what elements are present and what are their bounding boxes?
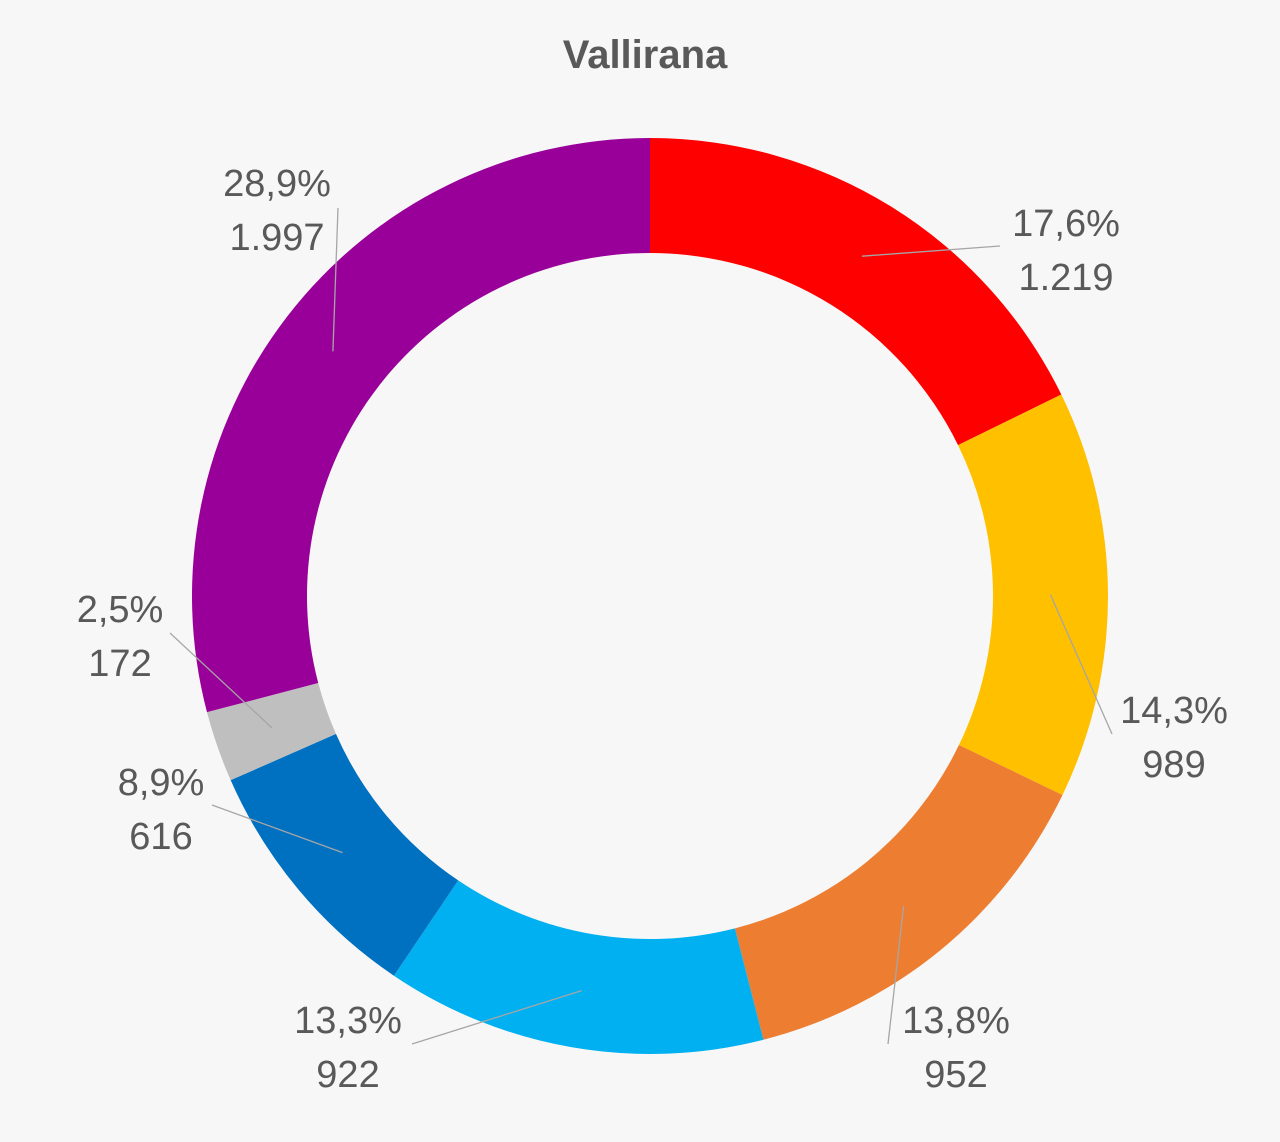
donut-slice bbox=[191, 138, 650, 713]
slice-percent-label: 14,3% bbox=[1120, 690, 1228, 732]
leader-line bbox=[1049, 594, 1113, 735]
slice-percent-label: 13,8% bbox=[902, 1000, 1010, 1042]
donut-slice bbox=[230, 733, 459, 976]
slice-value-label: 989 bbox=[1142, 744, 1205, 786]
leader-lines-layer bbox=[169, 207, 1113, 1045]
slice-percent-label: 28,9% bbox=[223, 163, 331, 205]
leader-line bbox=[169, 632, 273, 729]
leader-line bbox=[332, 207, 339, 352]
labels-layer: 17,6% 1.219 14,3% 989 13,8% 952 13,3% 922 8,9% 61… bbox=[77, 163, 1228, 1096]
donut-slice bbox=[650, 138, 1062, 446]
slice-percent-label: 2,5% bbox=[77, 589, 164, 631]
slice-value-label: 172 bbox=[88, 643, 151, 685]
slice-percent-label: 17,6% bbox=[1012, 203, 1120, 245]
slice-percent-label: 8,9% bbox=[118, 762, 205, 804]
chart-title: Vallirana bbox=[563, 33, 728, 77]
leader-line bbox=[887, 905, 905, 1045]
slice-percent-label: 13,3% bbox=[294, 1000, 402, 1042]
slice-value-label: 1.219 bbox=[1018, 257, 1113, 299]
slice-value-label: 952 bbox=[924, 1054, 987, 1096]
slices-layer bbox=[191, 138, 1108, 1054]
donut-slice bbox=[958, 394, 1108, 796]
leader-line bbox=[861, 245, 1001, 257]
leader-line bbox=[411, 990, 582, 1045]
slice-value-label: 922 bbox=[316, 1054, 379, 1096]
slice-value-label: 1.997 bbox=[229, 217, 324, 259]
leader-line bbox=[211, 804, 343, 854]
slice-value-label: 616 bbox=[129, 816, 192, 858]
donut-slice bbox=[734, 745, 1063, 1040]
donut-slice bbox=[206, 682, 336, 781]
donut-slice bbox=[393, 880, 764, 1054]
